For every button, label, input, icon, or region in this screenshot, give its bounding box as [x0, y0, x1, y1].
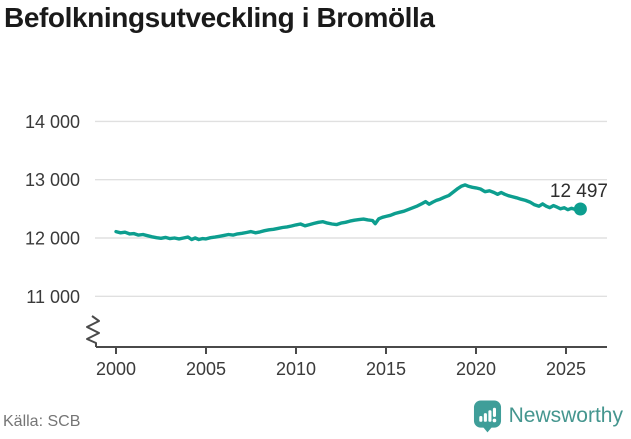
newsworthy-logo[interactable]: Newsworthy: [473, 399, 623, 433]
y-tick-label: 13 000: [25, 170, 80, 190]
x-tick-label: 2005: [186, 359, 226, 379]
y-tick-label: 11 000: [26, 287, 80, 307]
gridlines: [95, 120, 607, 297]
axis-break-icon: [86, 315, 100, 347]
series-end-point-marker: [573, 202, 587, 216]
x-axis: [86, 315, 607, 354]
x-tick-label: 2020: [456, 359, 496, 379]
y-axis-labels: 11 000 12 000 13 000 14 000: [25, 112, 80, 307]
x-tick-label: 2025: [546, 359, 586, 379]
x-tick-label: 2015: [366, 359, 406, 379]
end-value-label: 12 497: [550, 181, 608, 202]
x-tick-label: 2010: [276, 359, 316, 379]
page-title: Befolkningsutveckling i Bromölla: [4, 2, 435, 33]
source-caption: Källa: SCB: [3, 413, 81, 430]
newsworthy-wordmark: Newsworthy: [508, 404, 623, 427]
population-series-line: [114, 183, 583, 242]
x-tick-label: 2000: [96, 359, 136, 379]
x-axis-tick-labels: 2000 2005 2010 2015 2020 2025: [96, 359, 586, 379]
newsworthy-bars-icon: [473, 400, 501, 433]
y-tick-label: 14 000: [25, 112, 80, 132]
y-tick-label: 12 000: [25, 229, 80, 249]
